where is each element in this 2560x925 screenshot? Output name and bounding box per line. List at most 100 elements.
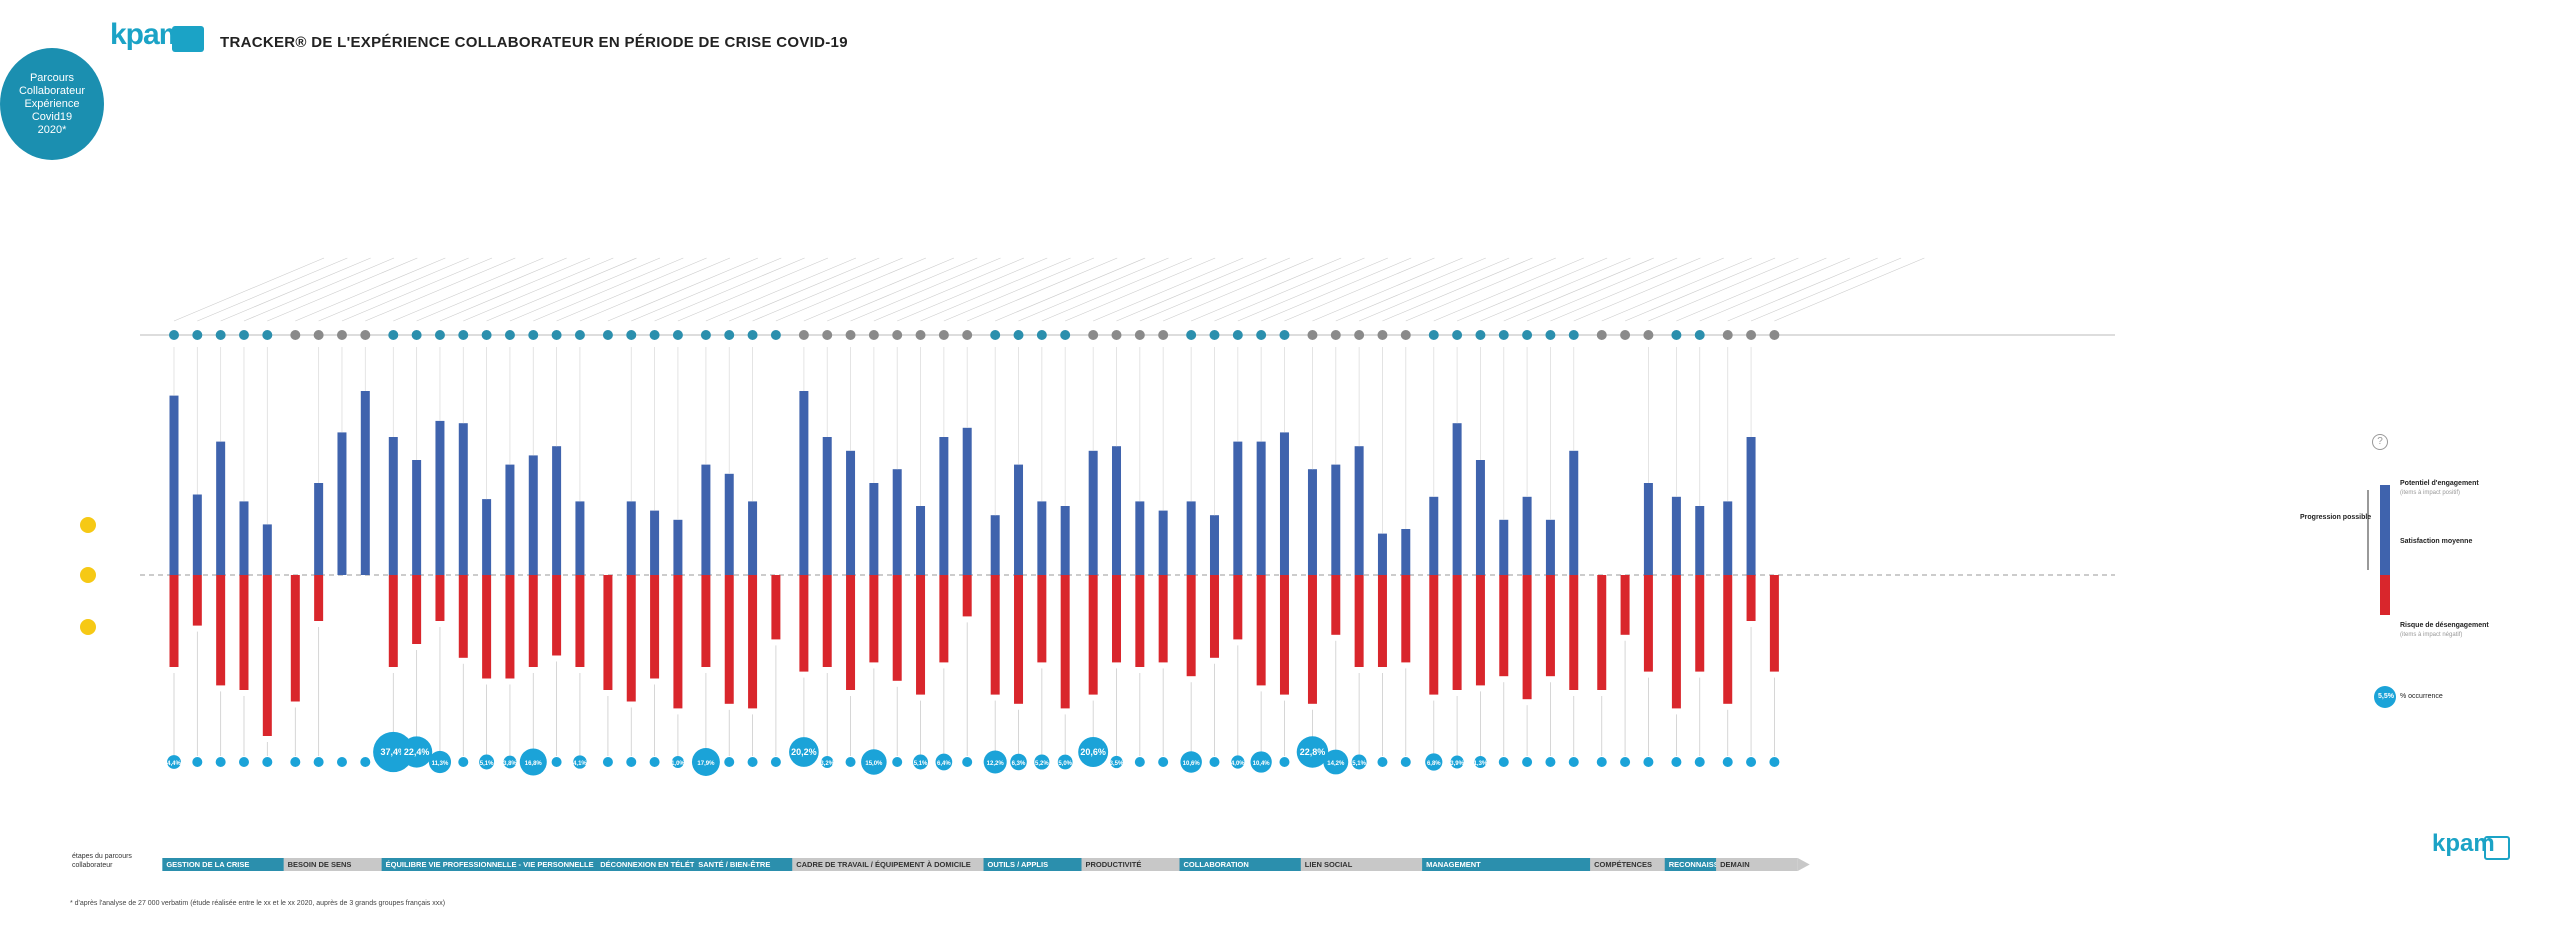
item-label-guide xyxy=(1214,257,1365,322)
legend-negative-bar xyxy=(2380,575,2390,615)
occurrence-bubble xyxy=(962,757,973,767)
item-number-marker xyxy=(1746,330,1757,340)
occurrence-label: 3,9% xyxy=(1450,761,1464,767)
positive-bar xyxy=(724,473,734,575)
item-label-guide xyxy=(1727,257,1878,322)
item-number-marker xyxy=(1307,330,1318,340)
item-number-marker xyxy=(1400,330,1411,340)
item-label-guide xyxy=(1116,257,1267,322)
item-label-guide xyxy=(1041,257,1192,322)
negative-bar xyxy=(1037,575,1047,663)
positive-bar xyxy=(939,437,949,575)
item-label-guide xyxy=(393,257,544,322)
positive-bar xyxy=(1671,496,1681,575)
positive-bar xyxy=(892,469,902,575)
item-label-guide xyxy=(677,257,829,322)
item-number-marker xyxy=(1643,330,1654,340)
item-label-guide xyxy=(1456,257,1608,322)
occurrence-label: 3,5% xyxy=(1110,761,1124,767)
item-number-marker xyxy=(962,330,973,340)
negative-bar xyxy=(1014,575,1024,704)
negative-bar xyxy=(388,575,398,667)
item-number-marker xyxy=(1111,330,1122,340)
negative-bar xyxy=(192,575,202,626)
item-number-marker xyxy=(1568,330,1579,340)
stage-label: COLLABORATION xyxy=(1183,860,1248,869)
occurrence-bubble xyxy=(1351,754,1367,770)
item-number-marker xyxy=(1522,330,1533,340)
stage-bar-segment xyxy=(694,858,800,871)
negative-bar xyxy=(1060,575,1070,709)
legend-potentiel-sub: (items à impact positif) xyxy=(2400,490,2461,496)
positive-bar xyxy=(1209,515,1219,575)
item-label-guide xyxy=(920,257,1071,322)
item-label-guide xyxy=(579,257,731,322)
positive-bar xyxy=(1088,450,1098,575)
positive-bar xyxy=(1723,501,1733,575)
positive-bar xyxy=(1569,450,1579,575)
smiley-icon xyxy=(80,567,96,583)
occurrence-bubble xyxy=(1377,757,1388,767)
item-label-guide xyxy=(1774,257,1925,322)
item-label-guide xyxy=(1750,257,1902,322)
negative-bar xyxy=(239,575,249,690)
item-label-guide xyxy=(850,257,1001,322)
logo-bubble-icon xyxy=(172,26,204,52)
occurrence-bubble xyxy=(262,757,273,767)
occurrence-label: 6,3% xyxy=(1012,761,1026,767)
occurrence-bubble xyxy=(913,754,928,770)
occurrence-bubble xyxy=(1620,757,1631,767)
legend-satisfaction: Satisfaction moyenne xyxy=(2400,538,2473,545)
negative-bar xyxy=(482,575,492,679)
stage-label: MANAGEMENT xyxy=(1426,860,1481,869)
stage-bar-segment xyxy=(792,858,991,871)
occurrence-bubble xyxy=(1722,757,1733,767)
legend-positive-bar xyxy=(2380,485,2390,575)
item-label-guide xyxy=(654,257,805,322)
positive-bar xyxy=(1522,496,1532,575)
item-number-marker xyxy=(168,330,179,340)
occurrence-bubble xyxy=(336,757,347,767)
positive-bar xyxy=(528,455,538,575)
occurrence-label: 20,6% xyxy=(1080,747,1106,757)
item-number-marker xyxy=(1475,330,1486,340)
item-label-guide xyxy=(775,257,927,322)
positive-bar xyxy=(1158,510,1168,575)
negative-bar xyxy=(1088,575,1098,695)
occurrence-bubble xyxy=(1568,757,1579,767)
positive-bar xyxy=(388,437,398,575)
occurrence-label: 1,3% xyxy=(1474,761,1488,767)
positive-bar xyxy=(262,524,272,575)
occurrence-bubble xyxy=(1134,757,1145,767)
stage-bar-segment xyxy=(1081,858,1187,871)
item-label-guide xyxy=(995,257,1146,322)
item-number-marker xyxy=(938,330,949,340)
occurrence-bubble xyxy=(167,755,181,769)
occurrence-bubble xyxy=(1158,757,1169,767)
occurrence-bubble xyxy=(671,756,684,768)
item-label-guide xyxy=(897,257,1048,322)
item-number-marker xyxy=(481,330,492,340)
item-number-marker xyxy=(1256,330,1267,340)
occurrence-bubble xyxy=(892,757,903,767)
item-number-marker xyxy=(1694,330,1705,340)
positive-bar xyxy=(799,391,809,575)
item-number-marker xyxy=(1769,330,1780,340)
positive-bar xyxy=(1545,519,1555,575)
item-number-marker xyxy=(313,330,324,340)
occurrence-label: 37,4% xyxy=(381,747,407,757)
negative-bar xyxy=(1499,575,1509,677)
item-number-marker xyxy=(770,330,781,340)
positive-bar xyxy=(1695,506,1705,575)
help-icon[interactable]: ? xyxy=(2372,434,2388,450)
negative-bar xyxy=(822,575,832,667)
positive-bar xyxy=(239,501,249,575)
item-label-guide xyxy=(486,257,637,322)
negative-bar xyxy=(799,575,809,672)
stage-bar-segment xyxy=(983,858,1089,871)
positive-bar xyxy=(412,460,422,575)
badge-text: Parcours Collaborateur Expérience Covid1… xyxy=(18,71,86,136)
item-label-guide xyxy=(243,257,395,322)
negative-bar xyxy=(916,575,926,695)
item-number-marker xyxy=(1088,330,1099,340)
